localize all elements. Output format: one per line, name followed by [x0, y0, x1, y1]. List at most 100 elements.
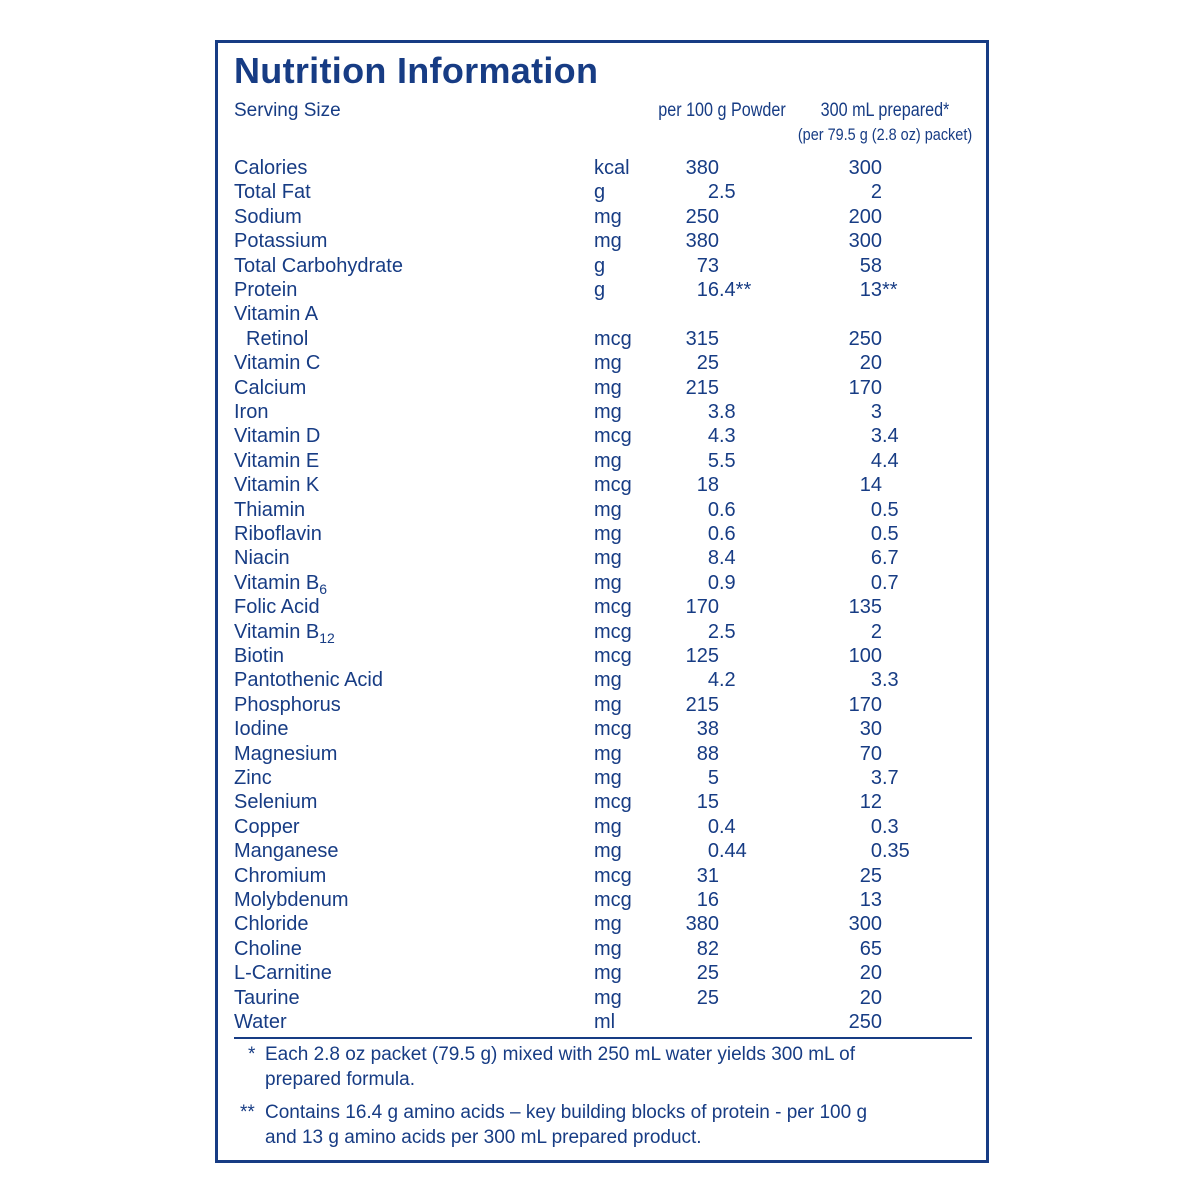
unit: mcg: [594, 620, 632, 643]
value: 30: [859, 718, 882, 741]
nutrient-name: Vitamin K: [234, 475, 319, 495]
nutrient-name: Folic Acid: [234, 597, 320, 617]
value: 215: [685, 693, 719, 716]
nutrient-text: Magnesium: [234, 742, 338, 765]
value: 0.44: [707, 840, 747, 863]
nutrient-name: L-Carnitine: [234, 963, 332, 983]
value: 0.6: [707, 498, 736, 521]
nutrient-text: Folic Acid: [234, 596, 320, 619]
footnote-text: Each 2.8 oz packet (79.5 g) mixed with 2…: [265, 1044, 856, 1065]
unit: mg: [594, 571, 622, 594]
nutrient-name: Thiamin: [234, 500, 305, 520]
value: 73: [696, 254, 719, 277]
divider: [234, 1037, 972, 1039]
nutrient-text: Thiamin: [234, 498, 306, 521]
nutrient-text: Vitamin B: [234, 571, 320, 594]
nutrient-name: Potassium: [234, 231, 327, 251]
value: 13: [859, 889, 882, 911]
subscript: 6: [319, 580, 328, 597]
unit: g: [594, 181, 606, 204]
value: 170: [848, 693, 882, 716]
nutrient-text: Water: [234, 1011, 287, 1033]
nutrient-text: Selenium: [234, 791, 318, 814]
unit: mg: [594, 498, 622, 521]
nutrient-text: Chloride: [234, 913, 309, 936]
nutrient-text: Iodine: [234, 718, 289, 741]
unit: mcg: [594, 645, 632, 667]
value: 12: [859, 791, 882, 814]
nutrient-name: Riboflavin: [234, 524, 322, 544]
nutrient-text: Iron: [234, 401, 269, 423]
unit: mcg: [594, 864, 632, 887]
value: 88: [696, 742, 719, 765]
value: 0.4: [707, 815, 736, 838]
value: 13**: [859, 279, 898, 301]
value: 16: [696, 889, 719, 911]
value: 20: [859, 352, 882, 375]
nutrient-text: Retinol: [246, 327, 309, 350]
value: 250: [685, 205, 719, 228]
serving-label: Serving Size: [234, 100, 341, 121]
value: 0.6: [707, 523, 736, 545]
value: 6.7: [870, 547, 899, 570]
value: 25: [696, 352, 719, 375]
value: 125: [685, 645, 719, 667]
unit: mg: [594, 401, 622, 423]
nutrient-text: Niacin: [234, 547, 290, 570]
column-header: 300 mL prepared*: [820, 100, 950, 121]
column-header: per 100 g Powder: [658, 100, 786, 121]
value: 380: [685, 157, 719, 179]
unit: mg: [594, 205, 622, 228]
value: 0.3: [870, 815, 899, 838]
unit: mcg: [594, 889, 632, 911]
nutrient-name: Retinol: [246, 329, 308, 349]
value: 4.2: [707, 669, 736, 692]
nutrient-name: Chromium: [234, 866, 326, 886]
value: 25: [859, 864, 882, 887]
unit: mcg: [594, 596, 632, 619]
value: 65: [859, 937, 882, 960]
value: 0.5: [870, 498, 899, 521]
unit: mg: [594, 937, 622, 960]
value: 2.5: [707, 620, 736, 643]
nutrient-text: Total Carbohydrate: [234, 254, 403, 277]
unit: mcg: [594, 327, 632, 350]
unit: mg: [594, 669, 622, 692]
unit: mcg: [594, 425, 632, 448]
nutrient-name: Sodium: [234, 207, 302, 227]
unit: mcg: [594, 474, 632, 497]
value: 315: [685, 327, 719, 350]
value: 3.7: [870, 767, 899, 789]
nutrient-text: Vitamin B: [234, 620, 320, 643]
value: 380: [685, 230, 719, 253]
unit: g: [594, 279, 606, 301]
title: Nutrition Information: [234, 50, 599, 91]
unit: mg: [594, 815, 622, 838]
unit: mg: [594, 523, 622, 545]
value: 0.9: [707, 571, 736, 594]
nutrient-name: Zinc: [234, 768, 272, 788]
footnote-mark: *: [248, 1044, 256, 1065]
nutrient-name: Copper: [234, 817, 300, 837]
nutrient-name: Pantothenic Acid: [234, 670, 383, 690]
nutrient-name: Biotin: [234, 646, 284, 666]
nutrient-text: Vitamin K: [234, 474, 320, 497]
value: 250: [848, 327, 882, 350]
nutrient-name: Total Fat: [234, 182, 311, 202]
border: [215, 40, 989, 1163]
value: 2.5: [707, 181, 736, 204]
nutrient-text: Phosphorus: [234, 693, 341, 716]
nutrient-text: Sodium: [234, 205, 302, 228]
value: 215: [685, 376, 719, 399]
nutrient-name: Iron: [234, 402, 268, 422]
nutrient-name: Phosphorus: [234, 695, 341, 715]
footnote-text: prepared formula.: [265, 1069, 415, 1090]
nutrient-name: Niacin: [234, 548, 290, 568]
value: 300: [848, 913, 882, 936]
nutrient-text: Vitamin E: [234, 449, 320, 472]
footnote-mark: **: [240, 1102, 255, 1123]
nutrient-name: Magnesium: [234, 744, 337, 764]
nutrient-name: Vitamin C: [234, 353, 320, 373]
value: 8.4: [707, 547, 736, 570]
unit: mg: [594, 230, 622, 253]
